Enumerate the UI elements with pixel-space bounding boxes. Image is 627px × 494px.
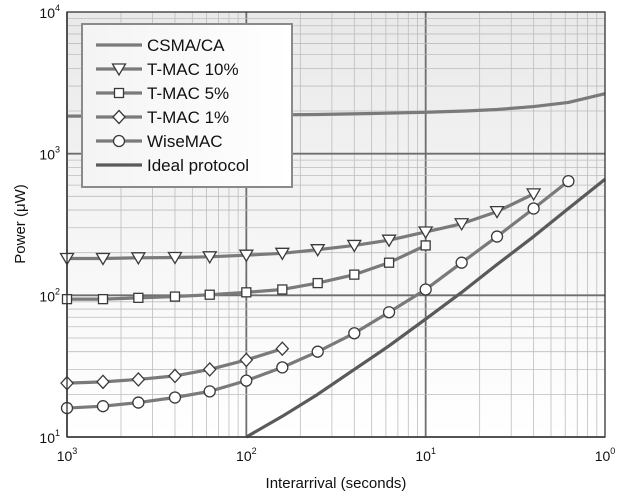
series-line <box>67 192 535 261</box>
data-point <box>349 269 360 280</box>
data-point <box>382 306 396 319</box>
legend-marker <box>113 87 125 99</box>
x-tick-label: 100 <box>595 446 616 464</box>
data-point <box>381 234 397 248</box>
x-tick-label: 101 <box>415 446 436 464</box>
data-point <box>312 277 323 289</box>
data-point <box>311 345 324 358</box>
data-point <box>418 226 434 240</box>
data-point <box>275 341 290 357</box>
y-tick-label: 103 <box>39 145 60 163</box>
legend-label: T-MAC 1% <box>147 108 229 127</box>
data-point <box>96 374 110 390</box>
data-point <box>202 251 218 265</box>
series-line <box>245 177 606 439</box>
series-6 <box>245 177 606 439</box>
legend-box <box>81 23 293 188</box>
legend-label: T-MAC 10% <box>147 60 239 79</box>
legend-marker <box>112 109 126 125</box>
legend-marker <box>111 63 127 77</box>
data-point <box>169 291 181 302</box>
tick-labels: 103 102 101 100 104 103 102 101 <box>39 3 615 464</box>
data-point <box>240 374 253 387</box>
legend-entry: T-MAC 1% <box>96 108 229 127</box>
legend-entry: WiseMAC <box>96 132 223 151</box>
series-4 <box>60 341 290 391</box>
y-tick-label: 104 <box>39 3 60 21</box>
data-point <box>132 396 145 409</box>
legend-label: Ideal protocol <box>147 156 249 175</box>
data-point <box>131 371 146 387</box>
data-point <box>562 174 575 188</box>
data-point <box>346 239 362 253</box>
data-point <box>168 368 182 384</box>
series-5 <box>60 174 575 415</box>
legend-label: T-MAC 5% <box>147 84 229 103</box>
data-point <box>204 289 215 300</box>
x-tick-label: 103 <box>57 446 78 464</box>
data-point <box>420 240 431 251</box>
data-point <box>96 400 110 413</box>
data-point <box>167 251 183 265</box>
data-point <box>490 230 504 243</box>
data-point <box>274 247 290 261</box>
data-point <box>455 256 468 269</box>
data-point <box>203 385 216 398</box>
data-point <box>239 352 254 368</box>
data-point <box>489 205 505 219</box>
data-point <box>383 257 395 268</box>
legend: CSMA/CA T-MAC 10% T-MAC 5% T-MAC 1% WiseMAC I… <box>81 23 293 188</box>
data-point <box>130 252 147 266</box>
series-layer <box>59 92 606 439</box>
data-point <box>525 188 542 202</box>
data-point <box>277 284 288 295</box>
data-point <box>238 249 254 263</box>
legend-marker <box>112 134 126 148</box>
data-point <box>168 391 182 404</box>
data-point <box>133 292 144 303</box>
data-point <box>95 252 111 266</box>
legend-entry: Ideal protocol <box>96 156 249 175</box>
legend-entry: T-MAC 10% <box>96 60 239 79</box>
y-tick-label: 102 <box>39 286 60 304</box>
data-point <box>348 327 361 340</box>
legend-entry: CSMA/CA <box>96 36 225 55</box>
x-axis-label: Interarrival (seconds) <box>266 475 407 492</box>
data-point <box>527 202 540 215</box>
legend-entry: T-MAC 5% <box>96 84 229 103</box>
legend-label: WiseMAC <box>147 132 223 151</box>
data-point <box>202 361 217 377</box>
legend-label: CSMA/CA <box>147 36 225 55</box>
data-point <box>454 218 470 232</box>
plot-frame <box>66 11 606 438</box>
data-point <box>310 244 326 257</box>
y-axis-label: Power (μW) <box>12 184 29 263</box>
x-tick-label: 102 <box>236 446 257 464</box>
data-point <box>419 283 432 296</box>
y-tick-label: 101 <box>39 428 60 446</box>
data-point <box>276 361 289 374</box>
data-point <box>241 287 252 298</box>
data-point <box>97 293 109 305</box>
